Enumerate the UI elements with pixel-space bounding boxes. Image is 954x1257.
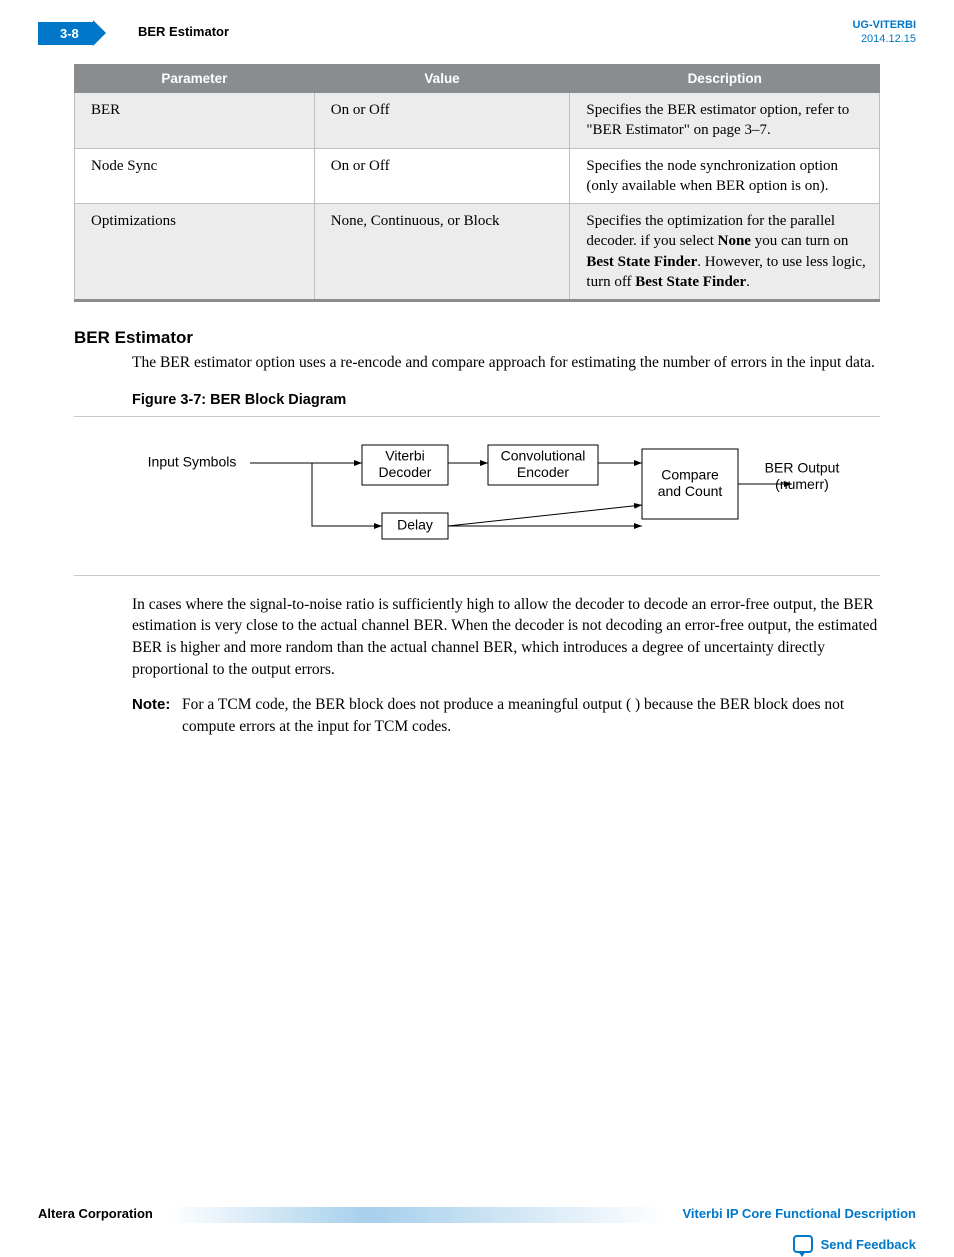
send-feedback-link[interactable]: Send Feedback — [793, 1235, 916, 1253]
figure-caption: Figure 3-7: BER Block Diagram — [132, 392, 954, 408]
doc-id: UG-VITERBI — [852, 18, 916, 32]
section-para-2: In cases where the signal-to-noise ratio… — [132, 594, 880, 681]
svg-text:Input Symbols: Input Symbols — [148, 453, 237, 469]
svg-text:Compare: Compare — [661, 466, 719, 482]
speech-bubble-icon — [793, 1235, 813, 1253]
header-meta: UG-VITERBI 2014.12.15 — [852, 18, 916, 47]
send-feedback-label: Send Feedback — [821, 1237, 916, 1252]
col-header-description: Description — [570, 65, 880, 93]
table-row: OptimizationsNone, Continuous, or BlockS… — [75, 204, 880, 301]
cell-description: Specifies the optimization for the paral… — [570, 204, 880, 301]
cell-description: Specifies the node synchroniza­tion opti… — [570, 148, 880, 204]
footer-doc-title[interactable]: Viterbi IP Core Functional Description — [666, 1206, 916, 1221]
svg-text:and Count: and Count — [658, 482, 723, 498]
note-label: Note: — [132, 694, 182, 737]
cell-value: On or Off — [314, 93, 570, 149]
page-number: 3-8 — [38, 22, 93, 45]
svg-text:BER Output: BER Output — [765, 459, 840, 475]
page-number-tab: 3-8 — [38, 20, 106, 46]
cell-value: None, Continuous, or Block — [314, 204, 570, 301]
table-body: BEROn or OffSpecifies the BER estimator … — [75, 93, 880, 301]
table-row: Node SyncOn or OffSpecifies the node syn… — [75, 148, 880, 204]
parameters-table: Parameter Value Description BEROn or Off… — [74, 64, 880, 302]
col-header-parameter: Parameter — [75, 65, 315, 93]
section-para-1: The BER estimator option uses a re-encod… — [132, 352, 880, 374]
page-header: 3-8 BER Estimator UG-VITERBI 2014.12.15 — [38, 18, 916, 64]
svg-text:Decoder: Decoder — [379, 463, 432, 479]
cell-parameter: Node Sync — [75, 148, 315, 204]
cell-description: Specifies the BER estimator option, refe… — [570, 93, 880, 149]
ber-block-diagram: Input Symbols ViterbiDecoder Convolutional… — [132, 427, 892, 557]
cell-parameter: BER — [75, 93, 315, 149]
svg-text:Viterbi: Viterbi — [385, 447, 424, 463]
cell-parameter: Optimizations — [75, 204, 315, 301]
table-row: BEROn or OffSpecifies the BER estimator … — [75, 93, 880, 149]
doc-date: 2014.12.15 — [852, 32, 916, 46]
footer-company: Altera Corporation — [38, 1206, 169, 1221]
svg-text:Encoder: Encoder — [517, 463, 569, 479]
page-tab-triangle — [93, 20, 106, 46]
diagram-edge — [448, 505, 642, 526]
note-block: Note: For a TCM code, the BER block does… — [132, 694, 880, 737]
footer-gradient-bar — [169, 1207, 667, 1223]
svg-text:(numerr): (numerr) — [775, 475, 829, 491]
cell-value: On or Off — [314, 148, 570, 204]
col-header-value: Value — [314, 65, 570, 93]
section-heading: BER Estimator — [74, 328, 954, 348]
page-footer: Altera Corporation Viterbi IP Core Funct… — [38, 1201, 916, 1225]
figure-3-7: Input Symbols ViterbiDecoder Convolutional… — [74, 416, 880, 576]
svg-text:Delay: Delay — [397, 516, 433, 532]
svg-text:Convolutional: Convolutional — [501, 447, 586, 463]
footer-bar: Altera Corporation Viterbi IP Core Funct… — [38, 1201, 916, 1225]
running-head-title: BER Estimator — [138, 24, 229, 39]
note-text: For a TCM code, the BER block does not p… — [182, 694, 880, 737]
